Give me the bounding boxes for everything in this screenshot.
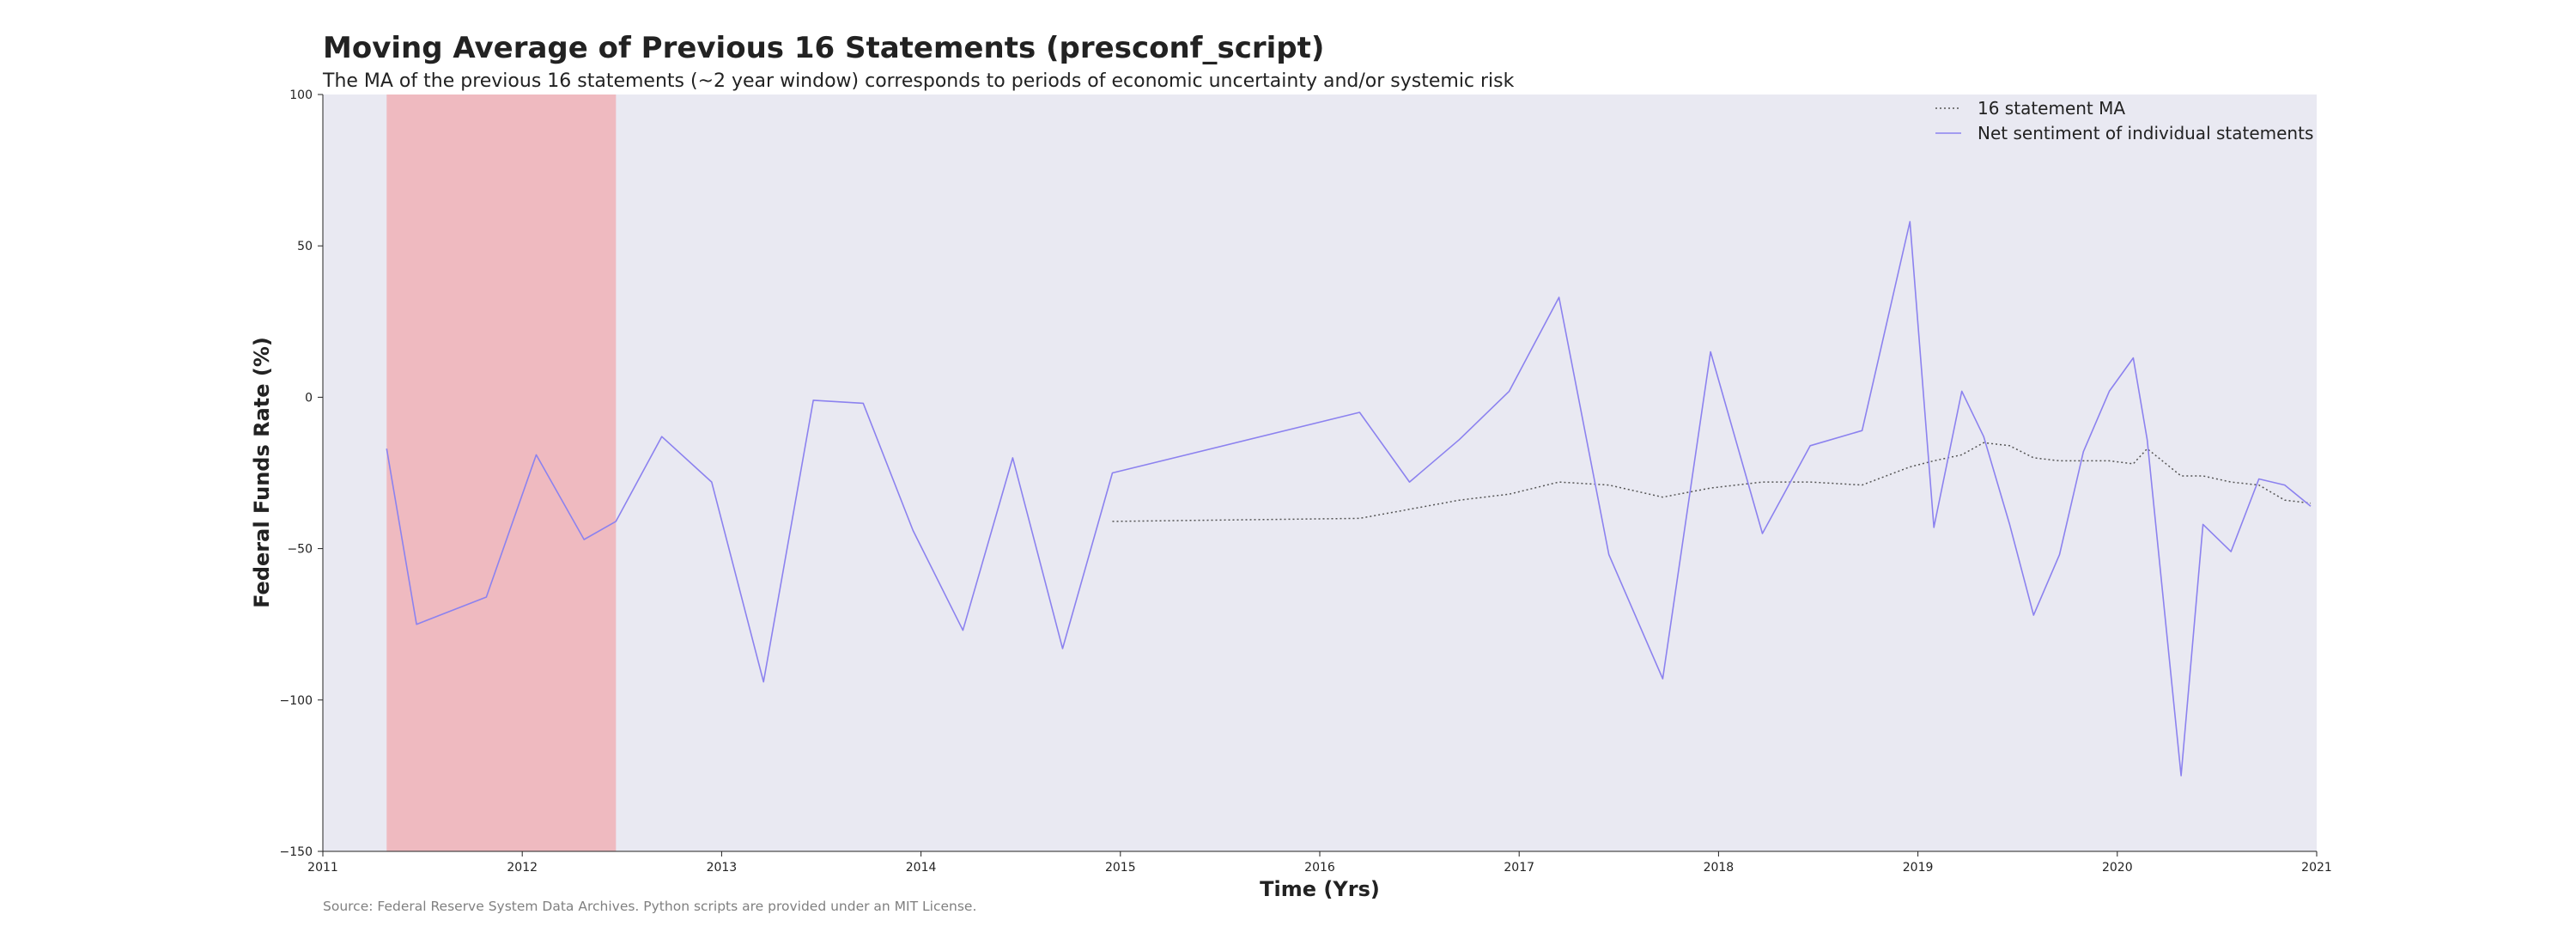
- sentiment-point: [1960, 389, 1964, 393]
- sentiment-point: [2229, 550, 2233, 553]
- ma-point: [1607, 484, 1611, 487]
- legend: 16 statement MA Net sentiment of individ…: [1935, 98, 2313, 143]
- sentiment-point: [582, 538, 586, 541]
- shaded-region: [386, 94, 617, 851]
- sentiment-point: [1709, 351, 1712, 354]
- ma-point: [2131, 462, 2135, 466]
- sentiment-point: [1358, 411, 1361, 414]
- sentiment-point: [2008, 522, 2011, 526]
- sentiment-point: [660, 435, 664, 438]
- sentiment-point: [1861, 429, 1864, 432]
- sentiment-point: [1908, 220, 1911, 223]
- y-tick-label: 0: [305, 391, 313, 405]
- x-axis-label: Time (Yrs): [1260, 877, 1380, 901]
- sentiment-point: [861, 401, 865, 405]
- chart-source: Source: Federal Reserve System Data Arch…: [323, 899, 977, 914]
- ma-point: [2179, 474, 2183, 478]
- x-tick-label: 2013: [707, 861, 738, 875]
- sentiment-point: [911, 528, 914, 532]
- sentiment-point: [1458, 438, 1461, 442]
- x-tick-label: 2019: [1903, 861, 1934, 875]
- x-tick-label: 2012: [507, 861, 538, 875]
- y-tick-label: −50: [287, 543, 313, 557]
- sentiment-point: [2081, 450, 2085, 454]
- sentiment-point: [961, 629, 964, 632]
- ma-point: [1861, 484, 1864, 487]
- ma-point: [1407, 508, 1411, 511]
- sentiment-point: [710, 480, 714, 484]
- sentiment-point: [2146, 438, 2149, 442]
- sentiment-point: [2131, 357, 2135, 360]
- sentiment-point: [1508, 389, 1511, 393]
- ma-point: [1960, 453, 1964, 456]
- sentiment-point: [1011, 456, 1014, 460]
- y-tick-label: 100: [289, 88, 313, 102]
- x-tick-label: 2015: [1105, 861, 1136, 875]
- ma-point: [1932, 459, 1935, 462]
- ma-point: [2202, 474, 2205, 478]
- ma-point: [2108, 459, 2111, 462]
- sentiment-point: [1407, 480, 1411, 484]
- ma-point: [1558, 480, 1561, 484]
- sentiment-point: [1760, 532, 1764, 535]
- ma-point: [1508, 492, 1511, 496]
- x-tick-label: 2011: [307, 861, 338, 875]
- chart-title: Moving Average of Previous 16 Statements…: [323, 31, 1325, 65]
- sentiment-point: [2032, 613, 2035, 617]
- y-axis-label: Federal Funds Rate (%): [250, 337, 274, 608]
- plot-background: [323, 94, 2317, 851]
- sentiment-point: [2179, 774, 2183, 777]
- sentiment-point: [1558, 296, 1561, 299]
- ma-point: [1458, 498, 1461, 502]
- ma-point: [2229, 480, 2233, 484]
- ma-point: [1358, 516, 1361, 520]
- ma-point: [2057, 459, 2061, 462]
- ma-point: [1908, 465, 1911, 468]
- x-tick-label: 2021: [2301, 861, 2332, 875]
- sentiment-point: [2202, 522, 2205, 526]
- ma-point: [2032, 456, 2035, 460]
- sentiment-point: [385, 447, 388, 450]
- sentiment-point: [2283, 484, 2287, 487]
- ma-point: [2309, 502, 2312, 505]
- sentiment-point: [2057, 553, 2061, 557]
- x-tick-label: 2016: [1304, 861, 1335, 875]
- x-tick-label: 2018: [1704, 861, 1735, 875]
- sentiment-point: [1982, 435, 1985, 438]
- y-tick-label: −100: [280, 694, 313, 708]
- ma-point: [1760, 480, 1764, 484]
- sentiment-line: [386, 221, 2312, 777]
- sentiment-point: [1808, 444, 1812, 448]
- ma-line: [1112, 442, 2312, 522]
- ma-point: [1808, 480, 1812, 484]
- sentiment-point: [1060, 647, 1064, 650]
- sentiment-point: [2108, 389, 2111, 393]
- sentiment-point: [762, 680, 765, 684]
- sentiment-point: [1661, 677, 1664, 680]
- ma-point: [1709, 486, 1712, 490]
- x-tick-label: 2014: [906, 861, 937, 875]
- sentiment-point: [415, 623, 418, 626]
- x-tick-label: 2020: [2102, 861, 2133, 875]
- ma-point: [1661, 496, 1664, 499]
- ma-point: [2283, 498, 2287, 502]
- sentiment-point: [2257, 478, 2261, 481]
- ma-point: [2008, 444, 2011, 448]
- sentiment-point: [1111, 472, 1115, 475]
- sentiment-point: [2309, 504, 2312, 508]
- y-tick-label: 50: [297, 240, 313, 253]
- chart-subtitle: The MA of the previous 16 statements (~2…: [323, 70, 1515, 92]
- sentiment-point: [811, 399, 815, 402]
- x-tick-label: 2017: [1504, 861, 1534, 875]
- sentiment-point: [484, 595, 488, 599]
- legend-sentiment-label: Net sentiment of individual statements: [1978, 123, 2313, 143]
- sentiment-point: [1932, 526, 1935, 529]
- sentiment-point: [614, 520, 617, 523]
- legend-ma-label: 16 statement MA: [1978, 98, 2125, 119]
- ma-point: [1111, 520, 1115, 523]
- sentiment-point: [534, 453, 538, 456]
- sentiment-point: [1607, 553, 1611, 557]
- y-tick-label: −150: [280, 845, 313, 859]
